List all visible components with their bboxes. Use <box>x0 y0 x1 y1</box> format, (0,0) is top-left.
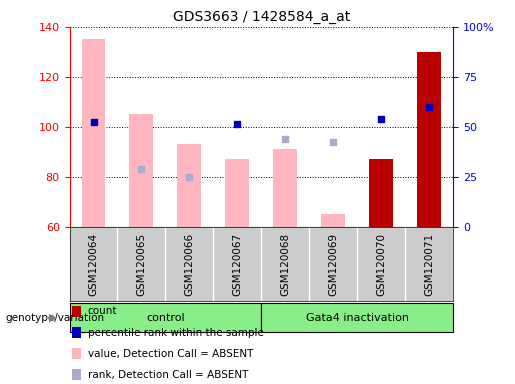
Text: control: control <box>146 313 185 323</box>
Point <box>138 166 146 172</box>
Point <box>233 121 242 127</box>
Bar <box>417 52 441 227</box>
Text: GSM120067: GSM120067 <box>232 232 243 296</box>
Text: rank, Detection Call = ABSENT: rank, Detection Call = ABSENT <box>88 370 248 380</box>
Point <box>425 104 433 110</box>
Text: GSM120065: GSM120065 <box>136 232 146 296</box>
Text: ▶: ▶ <box>49 313 58 323</box>
Text: count: count <box>88 306 117 316</box>
Text: GSM120064: GSM120064 <box>89 232 98 296</box>
Point <box>185 174 194 180</box>
Bar <box>369 159 393 227</box>
Point <box>281 136 289 142</box>
Point <box>377 116 385 122</box>
Bar <box>81 39 106 227</box>
Text: percentile rank within the sample: percentile rank within the sample <box>88 328 264 338</box>
Bar <box>273 149 297 227</box>
Text: value, Detection Call = ABSENT: value, Detection Call = ABSENT <box>88 349 253 359</box>
Bar <box>178 144 201 227</box>
Text: Gata4 inactivation: Gata4 inactivation <box>306 313 409 323</box>
Text: GSM120066: GSM120066 <box>184 232 195 296</box>
Bar <box>129 114 153 227</box>
Bar <box>321 214 345 227</box>
Text: genotype/variation: genotype/variation <box>5 313 104 323</box>
Bar <box>226 159 249 227</box>
Text: GSM120070: GSM120070 <box>376 232 386 296</box>
Point <box>90 119 98 125</box>
Point <box>329 139 337 145</box>
Text: GSM120071: GSM120071 <box>424 232 434 296</box>
Text: GSM120068: GSM120068 <box>280 232 290 296</box>
Bar <box>70 303 261 332</box>
Title: GDS3663 / 1428584_a_at: GDS3663 / 1428584_a_at <box>173 10 350 25</box>
Bar <box>261 303 453 332</box>
Text: GSM120069: GSM120069 <box>328 232 338 296</box>
